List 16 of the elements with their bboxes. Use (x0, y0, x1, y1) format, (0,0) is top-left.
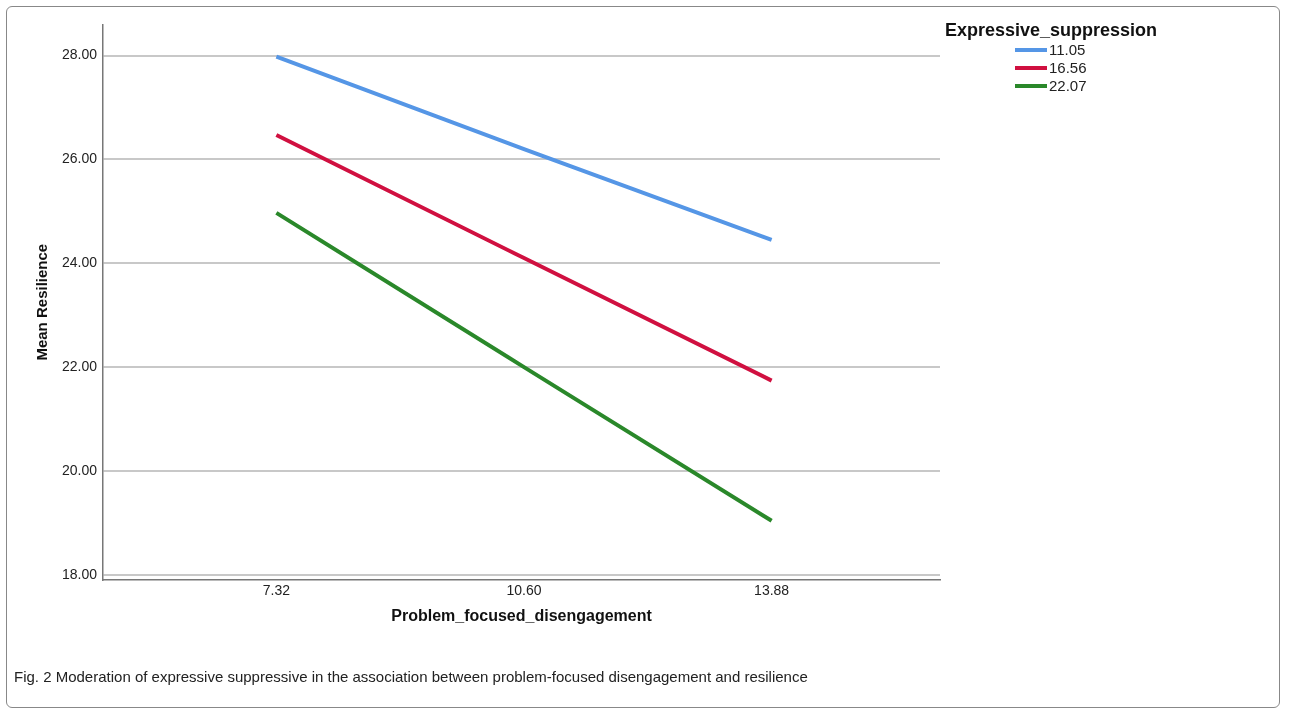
y-tick-label: 26.00 (61, 150, 98, 167)
legend-label: 16.56 (1048, 59, 1088, 77)
legend-title: Expressive_suppression (945, 20, 1158, 41)
y-tick-label: 20.00 (61, 461, 98, 478)
y-tick-label: 22.00 (61, 357, 98, 374)
x-axis-title: Problem_focused_disengagement (391, 606, 653, 624)
y-axis-title: Mean Resilience (33, 243, 51, 361)
y-tick-label: 24.00 (61, 254, 98, 271)
caption: Fig. 2 Moderation of expressive suppressive in the association between problem-focused disengagement and resilience (14, 668, 808, 685)
legend-label: 22.07 (1048, 77, 1088, 95)
y-tick-label: 18.00 (61, 565, 98, 582)
x-tick-label: 10.60 (506, 582, 542, 599)
y-tick-label: 28.00 (61, 46, 98, 63)
x-tick-label: 13.88 (754, 582, 790, 599)
x-tick-label: 7.32 (262, 582, 291, 599)
legend-label: 11.05 (1048, 41, 1087, 59)
